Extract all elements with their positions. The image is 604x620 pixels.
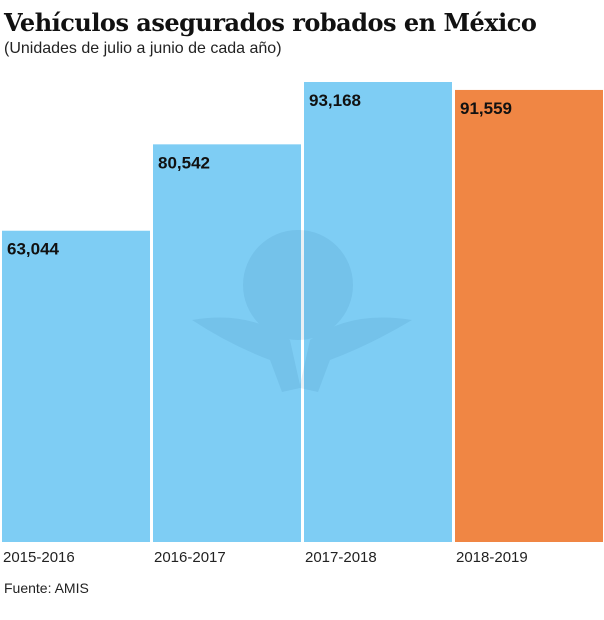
bar-2017-2018	[304, 82, 452, 542]
bar-2015-2016	[2, 230, 150, 542]
source-note: Fuente: AMIS	[4, 580, 89, 596]
eagle-watermark-icon	[192, 230, 412, 392]
bar-chart: 63,044 2015-2016 80,542 2016-2017 93,168 2017…	[2, 82, 603, 566]
value-label: 63,044	[7, 240, 60, 259]
value-label: 80,542	[158, 153, 210, 172]
bar-2016-2017	[153, 144, 301, 543]
value-label: 93,168	[309, 91, 361, 110]
category-label: 2015-2016	[3, 549, 75, 566]
category-label: 2016-2017	[154, 549, 226, 566]
category-label: 2017-2018	[305, 549, 377, 566]
bar-2018-2019	[455, 89, 603, 542]
chart-subtitle: (Unidades de julio a junio de cada año)	[4, 40, 282, 57]
category-label: 2018-2019	[456, 549, 528, 566]
chart-title: Vehículos asegurados robados en México	[4, 8, 537, 37]
value-label: 91,559	[460, 99, 512, 118]
